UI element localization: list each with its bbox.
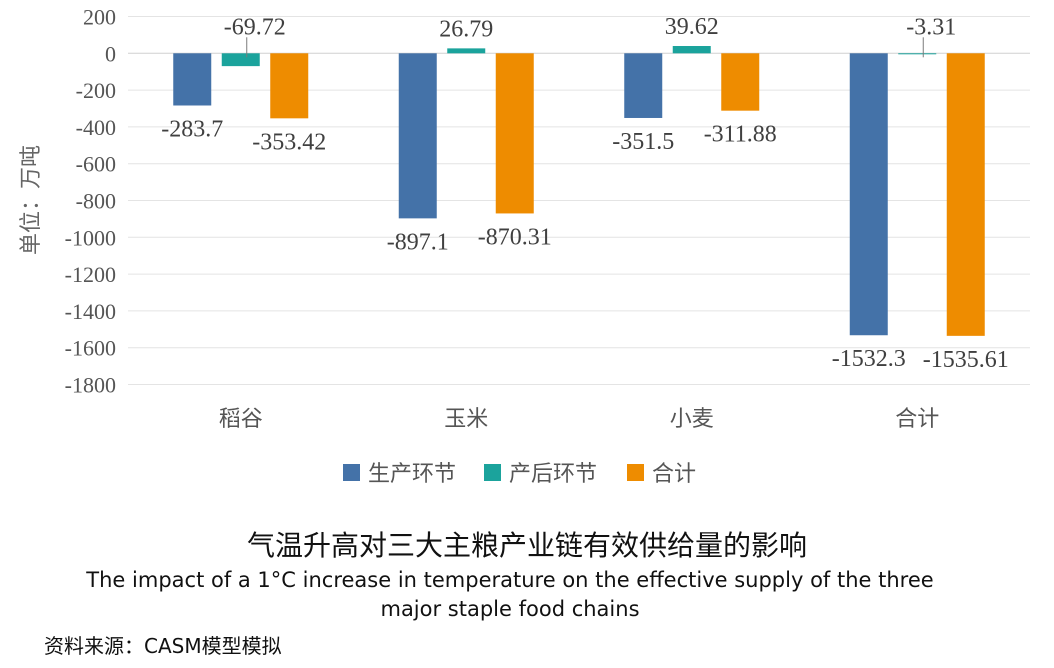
legend-label: 合计 [652,462,696,487]
bar-2 [672,46,711,54]
legend-swatch [484,464,501,481]
data-label: -1535.61 [923,347,1009,373]
y-tick-label: -1600 [65,336,116,361]
bar-3 [495,53,534,214]
legend-label: 产后环节 [509,462,597,487]
source-note: 资料来源：CASM模型模拟 [44,634,282,658]
bar-2 [221,53,260,67]
bar-1 [624,53,663,118]
data-label: -351.5 [612,129,674,155]
data-label: 39.62 [665,14,719,40]
y-tick-label: -400 [76,115,116,140]
x-axis-categories: 稻谷 玉米 小麦 合计 [219,407,940,432]
legend: 生产环节 产后环节 合计 [343,462,696,487]
data-label: 26.79 [439,16,493,42]
legend-swatch [627,464,644,481]
legend-label: 生产环节 [368,462,456,487]
category-label: 玉米 [444,407,488,432]
bar-3 [946,53,985,336]
category-label: 合计 [895,407,939,432]
data-label: -3.31 [906,14,956,40]
y-tick-label: -600 [76,152,116,177]
bar-1 [849,53,888,336]
bars [173,46,985,336]
category-label: 小麦 [670,407,714,432]
bar-2 [447,48,486,54]
bar-1 [398,53,437,219]
category-label: 稻谷 [219,407,263,432]
chart-title-en: The impact of a 1°C increase in temperat… [86,568,934,621]
data-label: -69.72 [224,14,286,40]
gridlines [128,16,1030,385]
y-tick-label: -200 [76,78,116,103]
bar-3 [270,53,309,119]
chart-title-cn: 气温升高对三大主粮产业链有效供给量的影响 [246,529,807,562]
y-tick-label: -1800 [65,373,116,398]
bar-2 [898,53,937,55]
bar-3 [721,53,760,111]
y-tick-label: -800 [76,189,116,214]
y-tick-label: 200 [83,5,116,30]
y-tick-label: -1400 [65,299,116,324]
legend-swatch [343,464,360,481]
y-axis-label: 单位：万吨 [19,145,44,255]
data-label: -870.31 [478,224,552,250]
data-label: -311.88 [704,122,777,148]
y-tick-label: -1000 [65,225,116,250]
y-tick-label: 0 [105,41,116,66]
data-labels: -283.7 -69.72 -353.42 -897.1 26.79 -870.31 -35… [161,14,1009,373]
bar-chart: 200 0 -200 -400 -600 -800 -1000 -1200 -1400 -1600… [19,5,1030,487]
data-label: -1532.3 [832,346,906,372]
y-axis-ticks: 200 0 -200 -400 -600 -800 -1000 -1200 -1400 -1600… [65,5,116,398]
data-label: -897.1 [387,229,449,255]
y-tick-label: -1200 [65,262,116,287]
data-label: -283.7 [161,117,223,143]
data-label: -353.42 [252,129,326,155]
bar-1 [173,53,212,106]
